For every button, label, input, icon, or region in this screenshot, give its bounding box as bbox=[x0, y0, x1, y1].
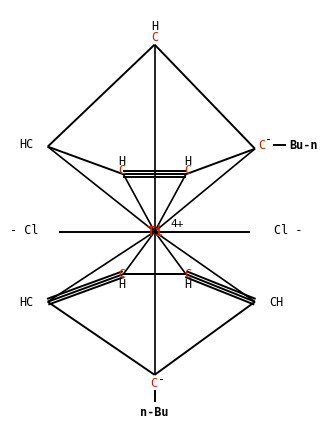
Text: H: H bbox=[184, 278, 191, 291]
Text: 4+: 4+ bbox=[170, 219, 184, 229]
Text: H: H bbox=[184, 155, 191, 168]
Text: Cl -: Cl - bbox=[274, 224, 302, 237]
Text: C: C bbox=[118, 269, 125, 281]
Text: HC: HC bbox=[19, 296, 34, 309]
Text: C: C bbox=[184, 164, 191, 176]
Text: H: H bbox=[151, 20, 158, 33]
Text: n-Bu: n-Bu bbox=[140, 406, 169, 419]
Text: -: - bbox=[158, 373, 165, 385]
Text: C: C bbox=[184, 269, 191, 281]
Text: CH: CH bbox=[269, 296, 284, 309]
Text: Bu-n: Bu-n bbox=[290, 139, 318, 152]
Text: C: C bbox=[151, 31, 158, 44]
Text: Ti: Ti bbox=[146, 225, 163, 238]
Text: - Cl: - Cl bbox=[11, 224, 39, 237]
Text: C: C bbox=[258, 139, 265, 152]
Text: C: C bbox=[118, 164, 125, 176]
Text: H: H bbox=[118, 155, 125, 168]
Text: -: - bbox=[265, 133, 272, 146]
Text: H: H bbox=[118, 278, 125, 291]
Text: HC: HC bbox=[19, 138, 34, 151]
Text: C: C bbox=[150, 377, 158, 390]
